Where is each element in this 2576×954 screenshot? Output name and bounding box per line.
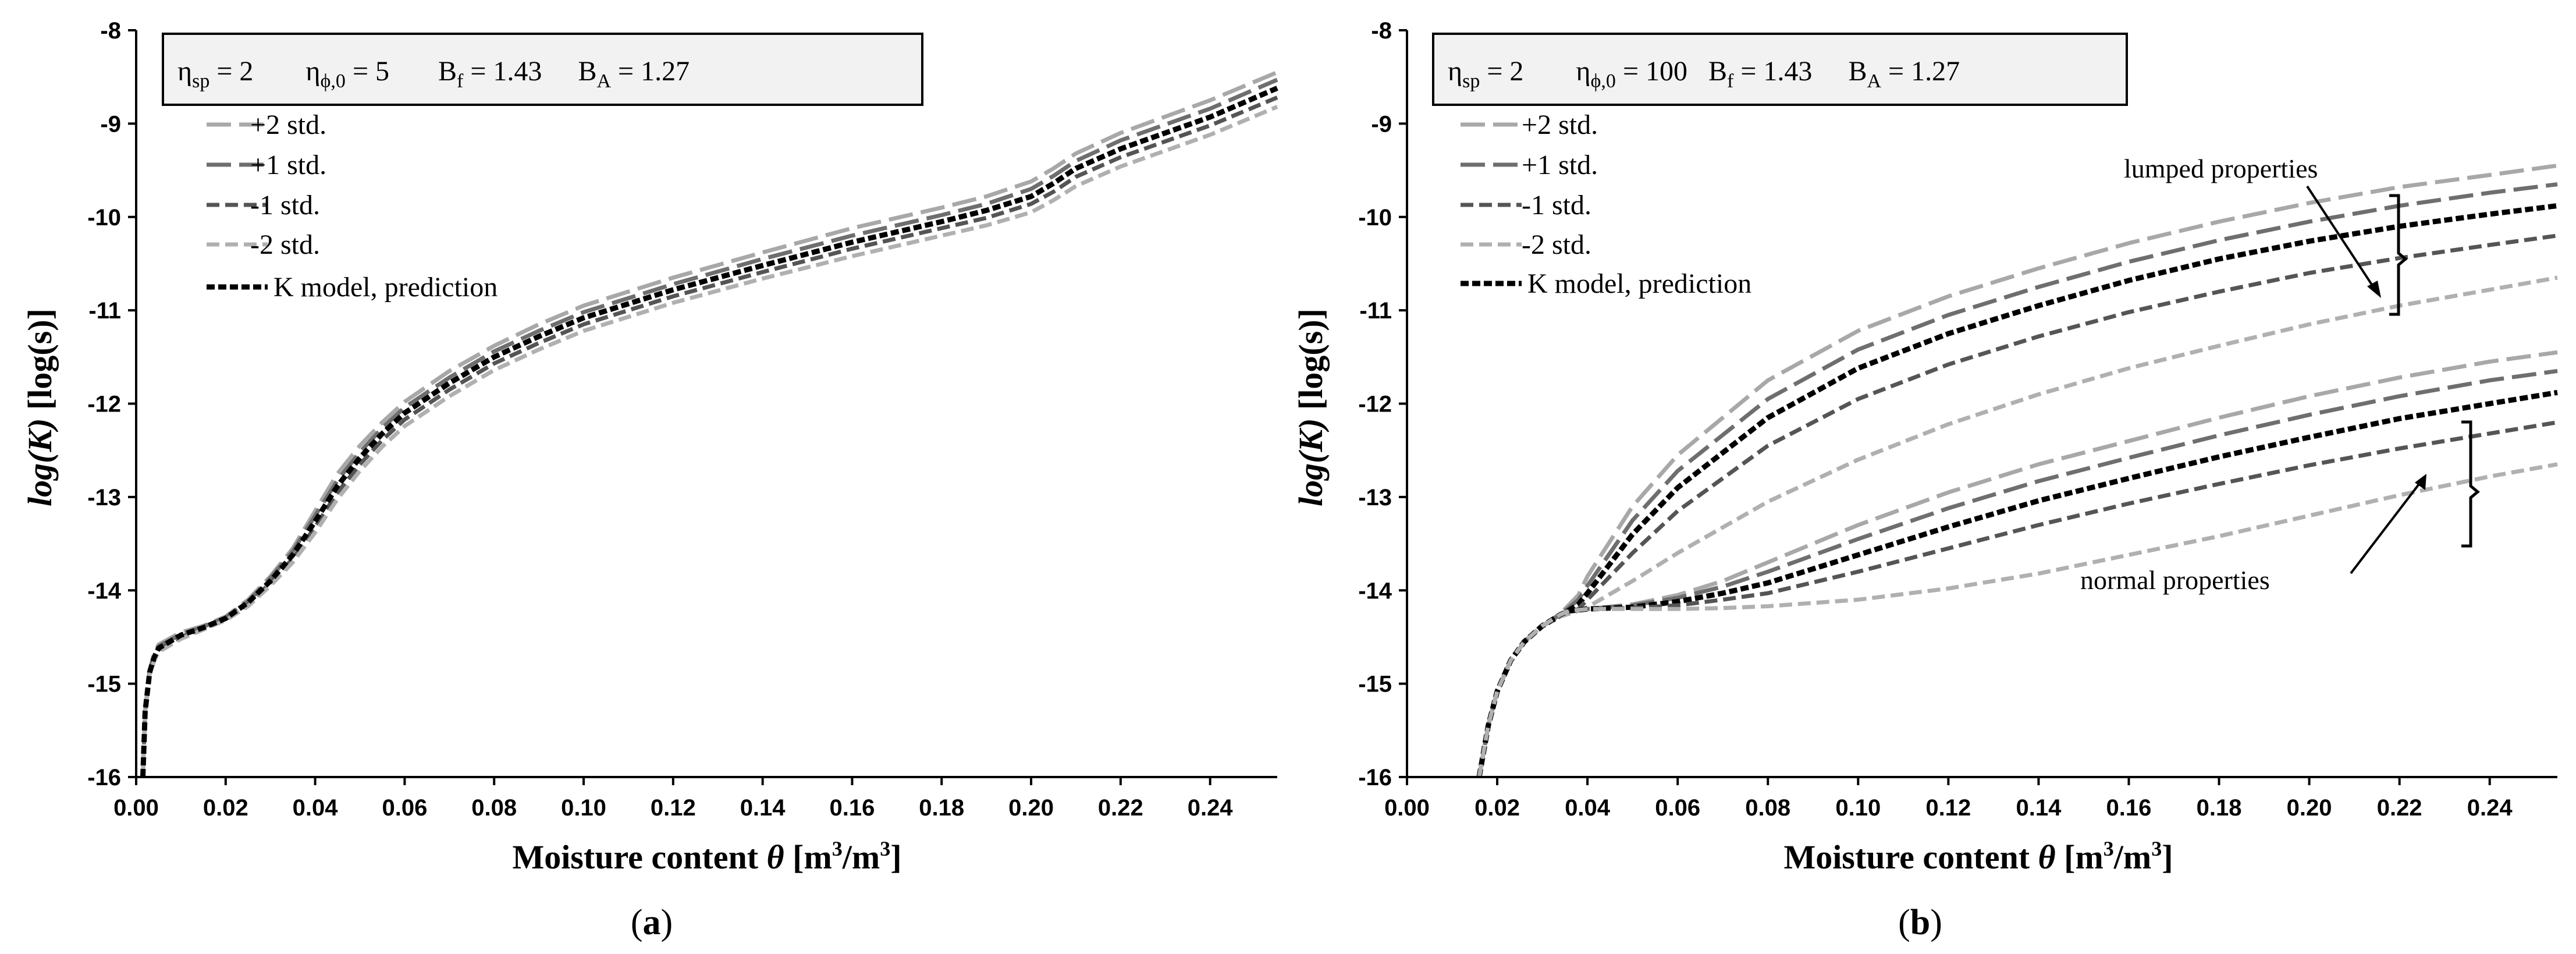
x-tick-label: 0.06 bbox=[1655, 795, 1700, 821]
legend-label-model: K model, prediction bbox=[273, 272, 498, 303]
x-tick-label: 0.00 bbox=[1384, 795, 1430, 821]
panel-a-series bbox=[140, 70, 1278, 778]
x-tick-label: 0.12 bbox=[1925, 795, 1971, 821]
y-tick-label: -12 bbox=[1358, 392, 1392, 417]
series-line-2-std-lumped bbox=[1477, 164, 2558, 778]
panel-b-x-label: Moisture content θ [m3/m3] bbox=[1783, 837, 2173, 876]
x-tick-label: 0.16 bbox=[2106, 795, 2152, 821]
panel-b-params-text: ηsp = 2 ηϕ,0 = 100 Bf = 1.43 BA = 1.27 bbox=[1448, 56, 1960, 92]
panel-a-params-box bbox=[162, 33, 923, 106]
annotation-normal-arrow bbox=[2350, 481, 2422, 574]
x-tick-label: 0.04 bbox=[293, 795, 339, 821]
panel-b-ticks: 0.00 0.02 0.04 0.06 0.08 0.10 0.12 0.14 0.16 0.18… bbox=[1358, 18, 2513, 821]
x-tick-label: 0.02 bbox=[203, 795, 248, 821]
legend-label-minus1: -1 std. bbox=[1522, 190, 1591, 221]
x-tick-label: 0.24 bbox=[1188, 795, 1234, 821]
panel-a-legend: +2 std. +1 std. -1 std. -2 std. K model,… bbox=[207, 109, 498, 303]
x-tick-label: 0.08 bbox=[471, 795, 517, 821]
y-tick-label: -15 bbox=[87, 672, 121, 697]
x-tick-label: 0.10 bbox=[561, 795, 606, 821]
y-tick-label: -9 bbox=[100, 111, 121, 137]
panel-b-caption: (b) bbox=[1898, 903, 1942, 942]
annotation-normal-bracket bbox=[2461, 420, 2480, 548]
panel-b-series bbox=[1476, 164, 2558, 778]
x-tick-label: 0.18 bbox=[2197, 795, 2242, 821]
panel-b: 0.00 0.02 0.04 0.06 0.08 0.10 0.12 0.14 0.16 0.18… bbox=[1292, 18, 2558, 942]
y-tick-label: -13 bbox=[87, 485, 121, 510]
y-tick-label: -15 bbox=[1358, 672, 1392, 697]
x-tick-label: 0.12 bbox=[651, 795, 696, 821]
x-tick-label: 0.02 bbox=[1474, 795, 1520, 821]
panel-a-params-text: ηsp = 2 ηϕ,0 = 5 Bf = 1.43 BA = 1.27 bbox=[177, 56, 690, 92]
x-tick-label: 0.14 bbox=[740, 795, 786, 821]
legend-label-plus1: +1 std. bbox=[1522, 150, 1598, 180]
y-tick-label: -8 bbox=[100, 18, 121, 44]
x-tick-label: 0.14 bbox=[2016, 795, 2062, 821]
x-tick-label: 0.08 bbox=[1745, 795, 1790, 821]
series-line-1-std bbox=[141, 77, 1278, 778]
y-tick-label: -11 bbox=[88, 298, 121, 324]
panel-b-params-box bbox=[1432, 33, 2128, 106]
panel-a-y-label: log(K) [log(s)] bbox=[21, 308, 59, 506]
x-tick-label: 0.20 bbox=[2287, 795, 2332, 821]
series-line-2-std bbox=[141, 105, 1278, 778]
y-tick-label: -10 bbox=[87, 205, 121, 230]
x-tick-label: 0.00 bbox=[113, 795, 159, 821]
y-tick-label: -8 bbox=[1371, 18, 1392, 44]
x-tick-label: 0.20 bbox=[1008, 795, 1054, 821]
y-tick-label: -12 bbox=[87, 392, 121, 417]
x-tick-label: 0.24 bbox=[2467, 795, 2513, 821]
panel-b-legend: +2 std. +1 std. -1 std. -2 std. K model,… bbox=[1461, 109, 1751, 299]
panel-b-y-label: log(K) [log(s)] bbox=[1292, 308, 1330, 506]
panel-a-x-label: Moisture content θ [m3/m3] bbox=[512, 837, 901, 876]
annotation-normal-properties: normal properties bbox=[2080, 565, 2270, 595]
series-line-1-std-lumped bbox=[1477, 233, 2558, 778]
y-tick-label: -14 bbox=[1358, 578, 1392, 604]
series-line-2-std-normal bbox=[1477, 462, 2558, 778]
y-tick-label: -13 bbox=[1358, 485, 1392, 510]
y-tick-label: -14 bbox=[87, 578, 122, 604]
legend-label-minus2: -2 std. bbox=[250, 229, 320, 260]
y-tick-label: -16 bbox=[87, 765, 121, 790]
legend-label-plus1: +1 std. bbox=[250, 150, 326, 180]
legend-label-plus2: +2 std. bbox=[250, 109, 326, 140]
annotation-normal-arrowhead bbox=[2415, 474, 2426, 490]
series-line-k-model-prediction bbox=[140, 86, 1278, 778]
legend-label-model: K model, prediction bbox=[1527, 268, 1751, 299]
y-tick-label: -9 bbox=[1371, 111, 1392, 137]
x-tick-label: 0.16 bbox=[830, 795, 875, 821]
x-tick-label: 0.22 bbox=[2377, 795, 2422, 821]
annotation-lumped-arrowhead bbox=[2367, 281, 2381, 298]
series-line-2-std bbox=[141, 70, 1278, 778]
panel-a-caption: (a) bbox=[631, 903, 673, 942]
annotation-lumped-bracket bbox=[2389, 194, 2408, 316]
x-tick-label: 0.06 bbox=[382, 795, 427, 821]
legend-label-plus2: +2 std. bbox=[1522, 109, 1598, 140]
y-tick-label: -16 bbox=[1358, 765, 1392, 790]
x-tick-label: 0.10 bbox=[1835, 795, 1881, 821]
x-tick-label: 0.18 bbox=[919, 795, 964, 821]
x-tick-label: 0.04 bbox=[1565, 795, 1611, 821]
series-line-2-std-lumped bbox=[1477, 275, 2558, 778]
series-line-1-std-lumped bbox=[1477, 182, 2558, 778]
y-tick-label: -10 bbox=[1358, 205, 1392, 230]
annotation-lumped-properties: lumped properties bbox=[2124, 154, 2318, 183]
x-tick-label: 0.22 bbox=[1098, 795, 1143, 821]
legend-label-minus1: -1 std. bbox=[250, 190, 320, 221]
legend-label-minus2: -2 std. bbox=[1522, 229, 1591, 260]
panel-a: 0.00 0.02 0.04 0.06 0.08 0.10 0.12 0.14 0.16 0.18… bbox=[21, 18, 1278, 942]
annotation-lumped-arrow bbox=[2306, 185, 2376, 291]
panel-a-ticks: 0.00 0.02 0.04 0.06 0.08 0.10 0.12 0.14 0.16 0.18… bbox=[87, 18, 1233, 821]
y-tick-label: -11 bbox=[1359, 298, 1392, 324]
